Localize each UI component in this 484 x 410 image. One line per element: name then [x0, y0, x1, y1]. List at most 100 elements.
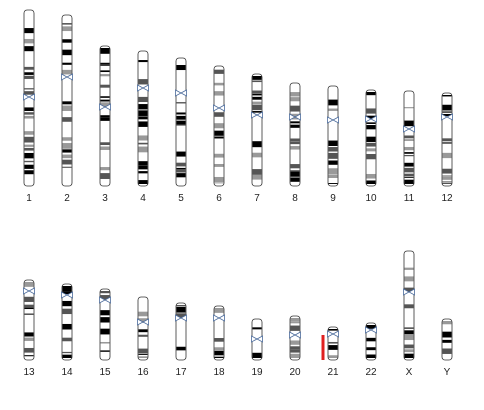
band [100, 99, 110, 102]
band [138, 318, 148, 323]
band [366, 136, 376, 142]
band [138, 171, 148, 174]
band [62, 351, 72, 354]
band [404, 287, 414, 292]
band [24, 38, 34, 44]
band [214, 308, 224, 313]
chromosome-label: 21 [327, 367, 339, 378]
band [176, 151, 186, 157]
band [24, 88, 34, 90]
centromere [289, 331, 301, 339]
band [138, 161, 148, 166]
band [404, 173, 414, 177]
band [214, 338, 224, 342]
chromosome-body [365, 322, 377, 361]
chromosome-label: 1 [26, 193, 32, 204]
band [404, 276, 414, 282]
band [24, 304, 34, 308]
band [366, 325, 376, 329]
band [404, 304, 414, 309]
band [366, 180, 376, 184]
band [252, 104, 262, 111]
band [442, 183, 452, 184]
centromere [99, 103, 111, 111]
band [442, 111, 452, 114]
band [62, 62, 72, 65]
band [290, 105, 300, 112]
band [62, 137, 72, 141]
band [290, 164, 300, 169]
chromosome [99, 288, 111, 361]
band [100, 350, 110, 352]
band [100, 295, 110, 301]
band [442, 142, 452, 144]
band [62, 143, 72, 149]
band [62, 26, 72, 32]
chromosome [61, 14, 73, 187]
band [24, 112, 34, 115]
chromosome-label: 20 [289, 367, 301, 378]
chromosome [23, 9, 35, 187]
band [328, 152, 338, 159]
band [62, 39, 72, 43]
band [100, 74, 110, 77]
band [442, 95, 452, 97]
chromosome [327, 85, 339, 187]
band [24, 313, 34, 315]
band [24, 115, 34, 119]
band [442, 175, 452, 177]
band [366, 148, 376, 152]
band [138, 135, 148, 141]
chromosome [365, 322, 377, 361]
band [138, 353, 148, 355]
centromere [137, 318, 149, 326]
band [214, 176, 224, 183]
band [62, 354, 72, 358]
band [100, 142, 110, 146]
band [138, 104, 148, 110]
band [404, 179, 414, 184]
band [138, 348, 148, 354]
band [138, 142, 148, 145]
band [62, 117, 72, 122]
band [404, 139, 414, 141]
chromosome [365, 89, 377, 187]
band [404, 349, 414, 353]
band [442, 104, 452, 111]
chromosome [23, 279, 35, 361]
band [366, 92, 376, 96]
chromosome [99, 45, 111, 187]
band [290, 92, 300, 97]
band [366, 115, 376, 119]
chromosome-label: 22 [365, 367, 377, 378]
band [176, 124, 186, 126]
band [24, 75, 34, 79]
chromosome-label: 19 [251, 367, 263, 378]
band [252, 90, 262, 94]
band [290, 321, 300, 324]
band [290, 325, 300, 331]
band [214, 130, 224, 136]
band [404, 107, 414, 109]
band [100, 48, 110, 54]
band [24, 66, 34, 70]
centromere [61, 291, 73, 299]
band [138, 60, 148, 63]
centromere [175, 314, 187, 322]
band [62, 49, 72, 56]
band [24, 136, 34, 143]
band [366, 173, 376, 179]
band [366, 347, 376, 351]
band [328, 140, 338, 147]
band [176, 169, 186, 173]
band [176, 115, 186, 120]
band [62, 23, 72, 25]
band [176, 346, 186, 351]
band [176, 120, 186, 125]
centromere [289, 113, 301, 121]
chromosome [403, 90, 415, 187]
chromosome [441, 318, 453, 361]
band [366, 122, 376, 124]
band [404, 167, 414, 173]
